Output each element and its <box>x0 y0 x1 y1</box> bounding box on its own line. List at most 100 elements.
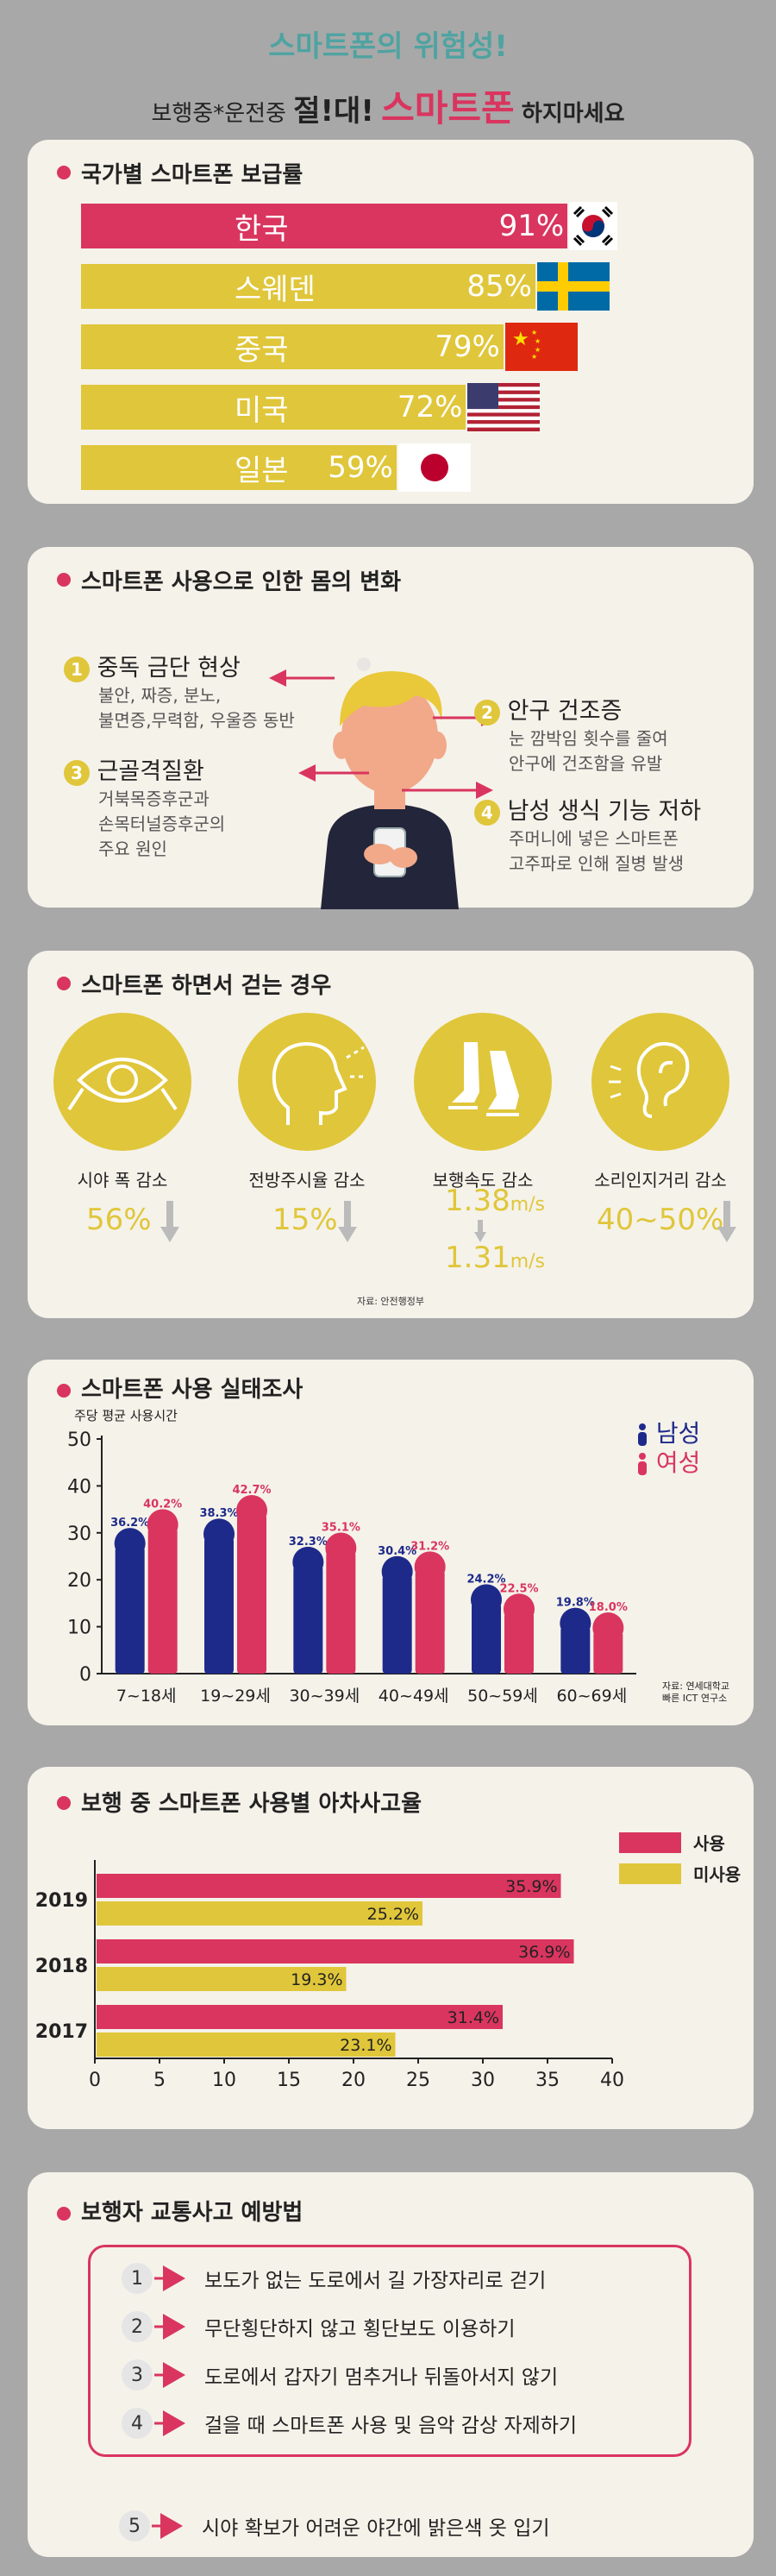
data-label: 36.2% <box>110 1517 149 1530</box>
effect-title-2: 안구 건조증 <box>507 698 623 725</box>
country-label: 일본 <box>235 453 289 488</box>
penetration-card: 국가별 스마트폰 보급률 한국 91% 스웨덴 85% 중국 79% ★ ★ ★ ★ ★ 미국 72% 일… <box>28 140 754 504</box>
survey-title: 스마트폰 사용 실태조사 <box>81 1377 304 1403</box>
x-tick-label: 15 <box>277 2070 301 2091</box>
bar-cap <box>381 1555 413 1587</box>
bar-미사용 <box>97 2033 396 2057</box>
effect-desc-line: 주요 원인 <box>98 839 167 859</box>
data-label: 36.9% <box>518 1943 570 1962</box>
walk-label-1: 시야 폭 감소 <box>77 1170 168 1191</box>
survey-source-line: 빠른 ICT 연구소 <box>662 1693 728 1704</box>
bar-사용 <box>97 1939 574 1963</box>
data-label: 31.4% <box>447 2008 499 2027</box>
walk-value-2: 15% <box>272 1203 338 1237</box>
effect-desc-3: 거북목증후군과 손목터널증후군의 주요 원인 <box>98 787 225 862</box>
x-tick-label: 30~39세 <box>289 1687 360 1706</box>
percent-label: 72% <box>397 390 463 424</box>
arrow-icon <box>402 782 493 799</box>
speed-after: 1.31 <box>445 1241 510 1275</box>
bar-스웨덴: 스웨덴 85% <box>81 264 535 309</box>
subtitle-prefix: 보행중*운전중 <box>151 101 286 127</box>
japan-flag-icon <box>397 443 471 492</box>
walk-value-4: 40~50% <box>597 1203 724 1237</box>
legend-female-label: 여성 <box>655 1448 701 1477</box>
page-subtitle: 보행중*운전중 절!대! 스마트폰 하지마세요 <box>0 79 776 132</box>
tip-number: 3 <box>122 2359 153 2391</box>
down-arrow-icon <box>717 1201 736 1242</box>
effect-title-1: 중독 금단 현상 <box>97 655 241 682</box>
penetration-title: 국가별 스마트폰 보급률 <box>81 162 304 188</box>
tip-item: 3 도로에서 갑자기 멈추거나 뒤돌아서지 않기 <box>122 2359 558 2391</box>
effect-desc-line: 불안, 짜증, 분노, <box>98 685 222 706</box>
tip-number: 5 <box>119 2510 150 2541</box>
x-tick-label: 35 <box>535 2070 560 2091</box>
legend-female: 여성 <box>636 1444 700 1479</box>
section-dot-icon <box>57 166 71 179</box>
subtitle-suffix: 하지마세요 <box>521 101 625 127</box>
bar-cap <box>147 1509 178 1541</box>
bar-여성 <box>147 1528 178 1674</box>
sweden-flag-icon <box>537 262 610 311</box>
data-label: 40.2% <box>143 1498 182 1511</box>
accident-chart: 0 5 10 15 20 25 30 35 40 2019 35.9% 25.2% 2018 36.9% 1… <box>35 1832 741 2091</box>
y-tick-label: 50 <box>67 1429 91 1451</box>
svg-text:★: ★ <box>535 337 541 345</box>
svg-text:★: ★ <box>531 329 537 336</box>
x-tick-label: 60~69세 <box>556 1687 627 1706</box>
y-tick-label: 0 <box>79 1664 91 1686</box>
subtitle-red: 스마트폰 <box>381 87 515 129</box>
data-label: 22.5% <box>499 1582 538 1595</box>
section-dot-icon <box>57 2207 71 2221</box>
bar-남성 <box>382 1574 412 1674</box>
effect-desc-line: 불면증,무력함, 우울증 동반 <box>98 710 295 731</box>
bar-한국: 한국 91% <box>81 204 568 248</box>
walking-feet-icon <box>414 1013 552 1151</box>
x-tick-label: 50~59세 <box>467 1687 538 1706</box>
section-dot-icon <box>57 573 71 587</box>
down-arrow-icon <box>474 1220 486 1242</box>
effect-desc-2: 눈 깜박임 횟수를 줄여 안구에 건조함을 유발 <box>509 726 668 776</box>
effect-desc-line: 주머니에 넣은 스마트폰 <box>509 828 679 849</box>
arrow-right-icon <box>154 2362 185 2388</box>
arrow-right-icon <box>154 2314 185 2340</box>
walk-value-3-from: 1.38m/s <box>445 1184 545 1218</box>
section-dot-icon <box>57 1384 71 1398</box>
data-label: 38.3% <box>199 1507 238 1520</box>
arrow-right-icon <box>154 2265 185 2291</box>
number-badge-icon: 2 <box>474 700 500 726</box>
prevention-title: 보행자 교통사고 예방법 <box>81 2200 304 2226</box>
data-label: 24.2% <box>466 1573 505 1586</box>
subtitle-emphasis: 절!대! <box>293 94 374 129</box>
tips-box: 1 보도가 없는 도로에서 길 가장자리로 걷기 2 무단횡단하지 않고 횡단보… <box>88 2245 692 2457</box>
data-label: 23.1% <box>340 2036 391 2055</box>
tip-number: 4 <box>122 2408 153 2439</box>
bar-여성 <box>504 1612 534 1674</box>
data-label: 35.9% <box>505 1877 557 1896</box>
x-tick-label: 5 <box>153 2070 166 2091</box>
bar-cap <box>292 1546 324 1578</box>
effect-desc-line: 손목터널증후군의 <box>98 814 226 834</box>
arrow-right-icon <box>154 2410 185 2436</box>
bar-cap <box>504 1593 535 1625</box>
effect-2: 2 안구 건조증 <box>474 692 622 726</box>
body-changes-title: 스마트폰 사용으로 인한 몸의 변화 <box>81 569 402 595</box>
bar-여성 <box>415 1570 445 1674</box>
y-tick-label: 40 <box>67 1476 91 1498</box>
ear-icon <box>591 1013 729 1151</box>
data-label: 19.3% <box>291 1970 342 1989</box>
data-label: 25.2% <box>367 1905 419 1924</box>
bar-남성 <box>204 1537 234 1674</box>
usa-flag-icon <box>467 383 541 431</box>
korea-flag-icon <box>569 202 618 250</box>
effect-desc-line: 눈 깜박임 횟수를 줄여 <box>509 728 668 749</box>
svg-text:★: ★ <box>535 346 541 354</box>
svg-text:★: ★ <box>531 353 537 361</box>
walk-value-3-to: 1.31m/s <box>445 1241 545 1275</box>
country-label: 스웨덴 <box>235 272 316 307</box>
legend-swatch <box>619 1832 681 1853</box>
prevention-card: 보행자 교통사고 예방법 1 보도가 없는 도로에서 길 가장자리로 걷기 2 … <box>28 2172 754 2557</box>
effect-desc-1: 불안, 짜증, 분노, 불면증,무력함, 우울증 동반 <box>98 683 295 733</box>
x-tick-label: 25 <box>406 2070 430 2091</box>
data-label: 30.4% <box>378 1545 416 1558</box>
data-label: 32.3% <box>289 1536 328 1549</box>
